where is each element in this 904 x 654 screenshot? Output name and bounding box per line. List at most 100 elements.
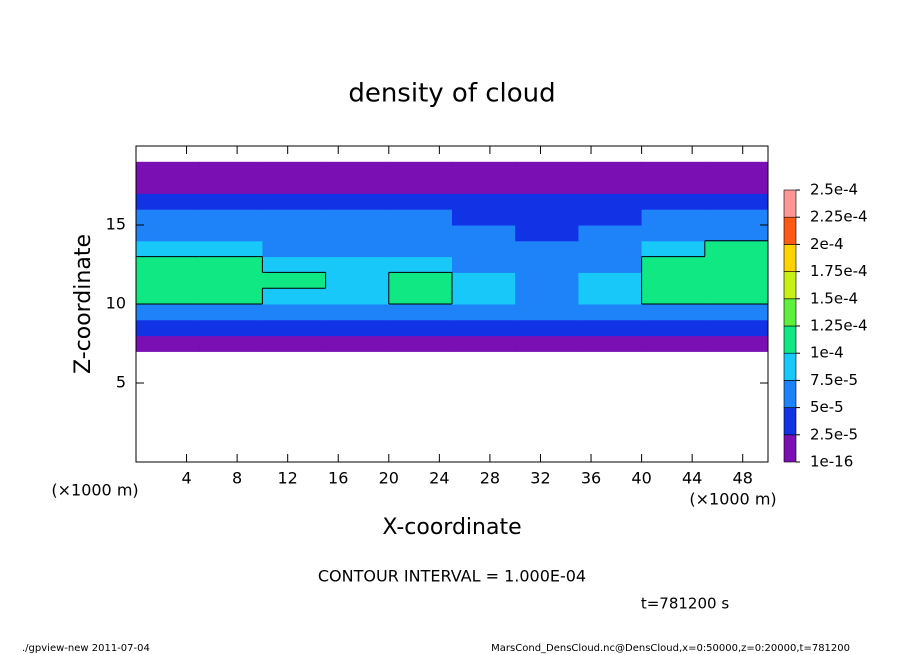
heat-cell	[388, 177, 453, 194]
heat-cell	[136, 177, 200, 194]
heat-cell	[515, 193, 579, 210]
colorbar-label: 1.25e-4	[810, 317, 868, 335]
x-tick-label: 40	[631, 469, 651, 488]
heat-cell	[325, 272, 390, 289]
heat-cell	[262, 177, 327, 194]
heat-cell	[262, 240, 327, 258]
heat-cell	[452, 319, 516, 337]
heat-cell	[199, 209, 263, 226]
colorbar-label: 1e-16	[810, 453, 853, 471]
heat-cell	[325, 177, 390, 194]
heat-cell	[325, 304, 390, 321]
heat-cell	[578, 256, 643, 273]
heat-cell	[136, 225, 200, 242]
heat-cell	[262, 161, 327, 179]
heat-cell	[452, 256, 516, 273]
heat-cell	[641, 256, 706, 273]
x-tick-label: 36	[581, 469, 601, 488]
heat-cell	[199, 193, 263, 210]
heat-cell	[388, 288, 453, 305]
heat-cell	[641, 335, 706, 352]
colorbar-label: 2.5e-4	[810, 181, 858, 199]
heat-cell	[262, 225, 327, 242]
heat-cell	[704, 193, 769, 210]
heat-cell	[136, 161, 200, 179]
heat-cell	[578, 209, 643, 226]
heat-cell	[136, 335, 200, 352]
heat-cell	[515, 319, 579, 337]
heat-cell	[641, 177, 706, 194]
colorbar-box	[783, 216, 797, 245]
heat-cell	[199, 288, 263, 305]
heat-cell	[325, 193, 390, 210]
colorbar-box	[783, 380, 797, 408]
heat-cell	[136, 319, 200, 337]
heat-cell	[515, 161, 579, 179]
heat-cell	[388, 193, 453, 210]
contour-label: CONTOUR INTERVAL = 1.000E-04	[318, 567, 586, 586]
heat-cell	[704, 319, 769, 337]
colorbar-label: 7.5e-5	[810, 371, 858, 389]
x-axis-label: X-coordinate	[382, 515, 521, 540]
heat-cell	[262, 288, 327, 305]
colorbar-label: 2.5e-5	[810, 425, 858, 443]
heat-cell	[704, 256, 769, 273]
y-unit: (×1000 m)	[51, 481, 138, 500]
heat-cell	[641, 193, 706, 210]
y-tick-label: 5	[116, 373, 126, 392]
y-tick-label: 10	[106, 294, 126, 313]
heat-cell	[641, 304, 706, 321]
heat-cell	[578, 161, 643, 179]
heat-cell	[452, 225, 516, 242]
heat-cell	[325, 240, 390, 258]
heat-cell	[704, 177, 769, 194]
heat-cell	[578, 288, 643, 305]
heat-cell	[136, 288, 200, 305]
heat-cell	[452, 209, 516, 226]
heat-cell	[325, 288, 390, 305]
heat-cell	[578, 240, 643, 258]
heat-cell	[199, 177, 263, 194]
heat-cell	[641, 161, 706, 179]
heat-cell	[388, 319, 453, 337]
x-tick-label: 28	[480, 469, 500, 488]
x-tick-label: 16	[328, 469, 348, 488]
heat-cell	[641, 209, 706, 226]
heat-cell	[515, 272, 579, 289]
heat-cell	[641, 272, 706, 289]
heat-cell	[136, 193, 200, 210]
heat-cell	[641, 240, 706, 258]
y-axis-label: Z-coordinate	[71, 234, 96, 374]
heat-cell	[262, 209, 327, 226]
heat-cell	[515, 288, 579, 305]
heat-cell	[641, 225, 706, 242]
y-tick-label: 15	[106, 215, 126, 234]
footer-right: MarsCond_DensCloud.nc@DensCloud,x=0:5000…	[491, 643, 850, 654]
heat-cell	[262, 304, 327, 321]
colorbar-box	[783, 434, 797, 463]
heat-cell	[515, 304, 579, 321]
heat-cell	[515, 335, 579, 352]
heat-cell	[452, 288, 516, 305]
heat-cell	[704, 161, 769, 179]
heat-cell	[515, 225, 579, 242]
heat-cell	[262, 272, 327, 289]
x-tick-label: 4	[181, 469, 191, 488]
heat-cell	[262, 256, 327, 273]
heat-cell	[199, 161, 263, 179]
colorbar-box	[783, 271, 797, 300]
heat-cell	[704, 272, 769, 289]
heat-cell	[515, 177, 579, 194]
heat-cell	[199, 225, 263, 242]
heat-cell	[262, 319, 327, 337]
heat-cell	[578, 225, 643, 242]
heat-cell	[515, 256, 579, 273]
colorbar-box	[783, 352, 797, 381]
heat-cell	[325, 256, 390, 273]
heat-cell	[452, 304, 516, 321]
heat-cell	[325, 161, 390, 179]
heat-cell	[136, 272, 200, 289]
colorbar-box	[783, 189, 797, 218]
x-tick-label: 44	[682, 469, 702, 488]
colorbar-label: 5e-5	[810, 398, 844, 416]
